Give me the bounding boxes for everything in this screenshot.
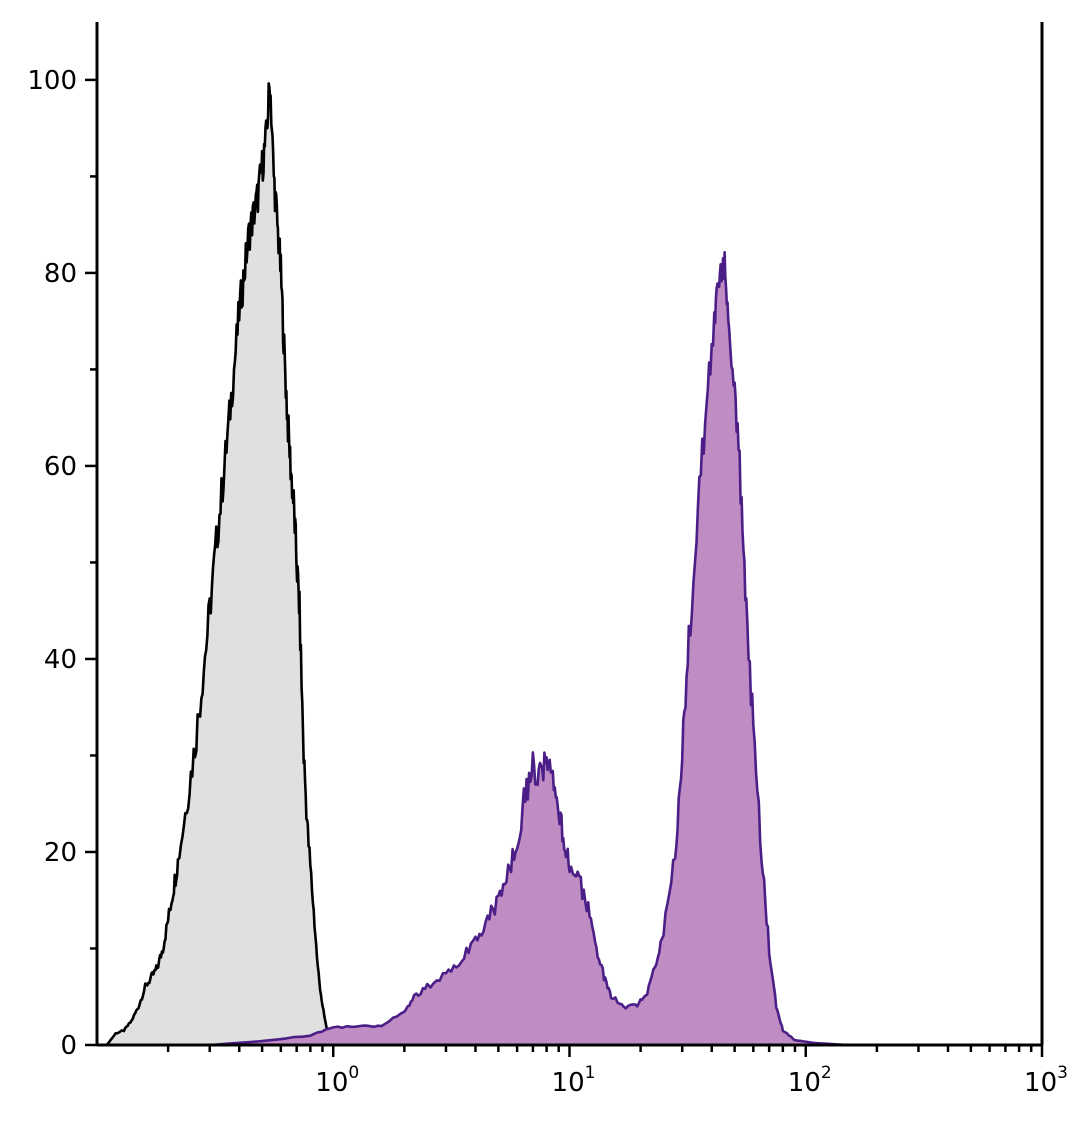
x-tick-label: 103 bbox=[1024, 1063, 1068, 1098]
y-tick-label: 60 bbox=[44, 452, 77, 482]
series-2-line bbox=[209, 250, 848, 1047]
series-1-line bbox=[105, 82, 335, 1046]
y-tick-label: 40 bbox=[44, 645, 77, 675]
y-tick-label: 20 bbox=[44, 838, 77, 868]
y-axis: 0 20 40 60 80 100 bbox=[27, 66, 97, 1061]
series-1-fill bbox=[106, 83, 334, 1045]
plot-areas bbox=[105, 82, 848, 1047]
y-tick-label: 100 bbox=[27, 66, 77, 96]
x-tick-label: 100 bbox=[315, 1063, 359, 1098]
series-2-fill bbox=[209, 252, 848, 1045]
y-tick-label: 80 bbox=[44, 259, 77, 289]
x-axis: 100 101 102 103 bbox=[166, 1045, 1068, 1098]
y-tick-label: 0 bbox=[60, 1031, 77, 1061]
x-tick-label: 101 bbox=[552, 1063, 596, 1098]
x-tick-label: 102 bbox=[788, 1063, 832, 1098]
